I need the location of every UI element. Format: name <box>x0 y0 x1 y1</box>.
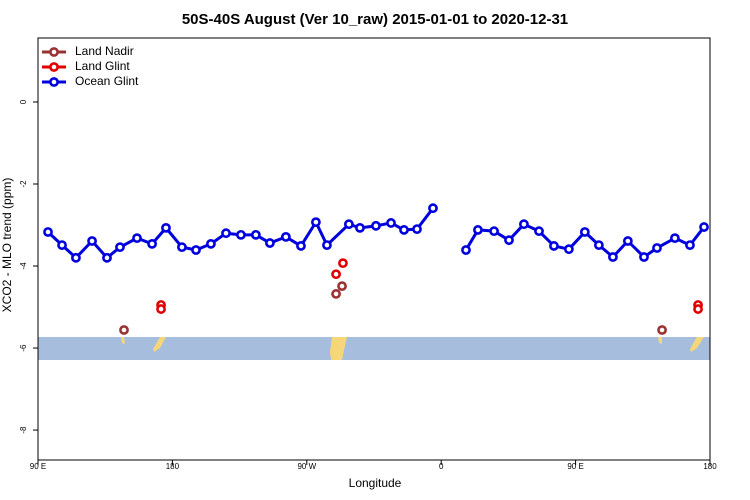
x-tick-label: 180 <box>166 462 180 471</box>
data-point <box>534 226 544 237</box>
map-strip <box>38 337 710 360</box>
x-tick-label: 90 E <box>30 462 46 471</box>
series-line <box>46 207 706 260</box>
data-point <box>699 222 709 232</box>
data-point <box>331 269 341 280</box>
data-point <box>399 225 409 235</box>
data-point <box>355 222 365 233</box>
data-point <box>296 241 306 251</box>
data-point <box>221 228 231 239</box>
data-point <box>670 233 680 244</box>
land-shape <box>690 337 704 352</box>
data-point <box>639 252 649 262</box>
data-point <box>386 218 396 228</box>
y-tick-label: -2 <box>19 180 28 188</box>
x-tick-label: 90 W <box>297 462 316 471</box>
data-point <box>593 240 604 251</box>
data-point <box>622 236 633 246</box>
data-point <box>549 241 559 251</box>
x-tick-label: 0 <box>439 462 444 471</box>
data-point <box>563 244 574 255</box>
data-point <box>156 304 166 314</box>
data-point <box>119 325 129 335</box>
data-point <box>57 240 67 251</box>
y-axis-label: XCO2 - MLO trend (ppm) <box>0 178 14 313</box>
data-point <box>71 252 81 263</box>
data-point <box>337 281 347 292</box>
x-tick-label: 90 E <box>567 462 583 471</box>
data-point <box>657 325 667 335</box>
legend-marker <box>49 62 59 72</box>
data-point <box>191 245 201 255</box>
data-point <box>102 252 112 263</box>
data-point <box>147 238 157 249</box>
chart-title: 50S-40S August (Ver 10_raw) 2015-01-01 t… <box>182 11 568 28</box>
y-tick-label: -6 <box>19 344 28 352</box>
ocean-strip <box>38 337 710 360</box>
data-point <box>331 289 341 299</box>
data-point <box>87 236 97 246</box>
land-shape <box>658 337 662 344</box>
data-point <box>371 220 381 231</box>
legend-label: Ocean Glint <box>75 74 139 88</box>
data-point <box>412 224 422 235</box>
data-point <box>322 240 332 251</box>
data-point <box>132 233 142 244</box>
data-point <box>685 240 695 251</box>
data-point <box>177 242 187 253</box>
land-shape <box>121 337 125 344</box>
legend-label: Land Nadir <box>75 44 134 58</box>
data-point <box>115 242 125 253</box>
y-tick-label: -8 <box>19 426 28 434</box>
data-point <box>504 235 514 246</box>
data-point <box>519 219 529 230</box>
data-point <box>265 238 275 248</box>
data-point <box>579 227 590 237</box>
data-point <box>693 304 703 314</box>
land-shape <box>153 337 166 352</box>
data-point <box>338 258 348 269</box>
data-point <box>236 229 246 240</box>
legend-marker <box>49 47 59 57</box>
legend-label: Land Glint <box>75 59 130 73</box>
plot-frame <box>37 37 711 461</box>
y-tick-label: -4 <box>19 262 28 270</box>
data-point <box>311 217 321 228</box>
data-point <box>206 238 216 249</box>
data-point <box>608 252 618 262</box>
land-shape <box>330 337 347 360</box>
data-point <box>161 222 171 233</box>
data-point <box>280 232 291 242</box>
x-axis-label: Longitude <box>349 476 402 490</box>
data-point <box>461 245 471 255</box>
data-point <box>344 219 354 230</box>
data-point <box>473 225 483 235</box>
x-tick-label: 180 <box>703 462 717 471</box>
data-point <box>43 227 53 237</box>
y-tick-label: 0 <box>19 99 28 104</box>
data-point <box>652 243 662 253</box>
legend-marker <box>49 77 59 87</box>
data-point <box>489 226 499 237</box>
data-point <box>428 203 438 214</box>
data-point <box>250 229 261 240</box>
